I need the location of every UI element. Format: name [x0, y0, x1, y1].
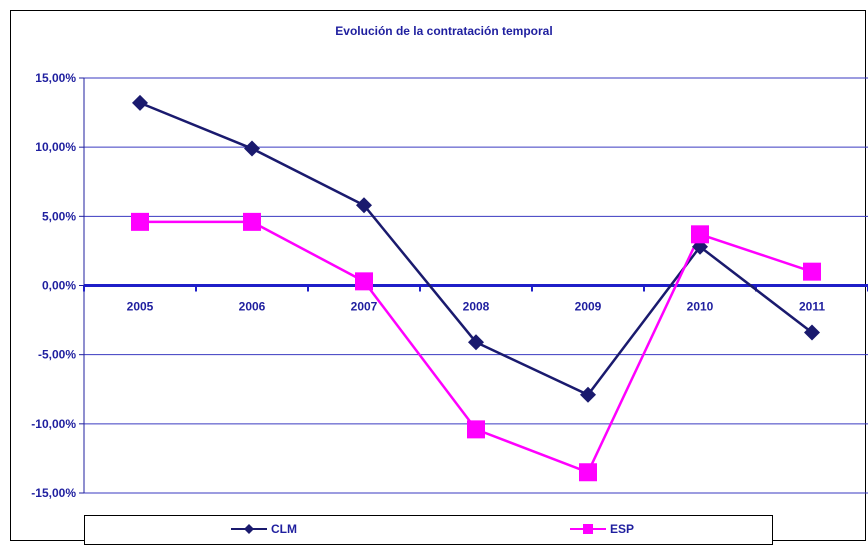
x-tick-label: 2006 [239, 300, 266, 314]
legend-label-clm: CLM [271, 522, 297, 536]
data-point-esp [579, 463, 597, 482]
legend-label-esp: ESP [610, 522, 635, 536]
y-tick-label: 10,00% [35, 140, 76, 154]
data-point-esp [467, 420, 485, 439]
series-markers [131, 94, 821, 482]
x-axis: 2005 2006 2007 2008 2009 2010 2011 [83, 284, 868, 314]
data-point-clm [804, 324, 820, 341]
y-tick-label: 0,00% [42, 279, 76, 293]
x-tick-label: 2011 [799, 300, 825, 314]
y-tick-label: 5,00% [42, 209, 76, 223]
y-tick-label: -10,00% [31, 417, 76, 431]
chart-frame [10, 10, 866, 541]
legend-swatch-esp [570, 524, 606, 534]
legend-item-esp: ESP [568, 522, 634, 536]
data-point-esp [691, 225, 709, 244]
series-lines [139, 101, 813, 474]
data-point-esp [355, 272, 373, 291]
y-tick-label: -15,00% [31, 486, 76, 500]
chart-title: Evolución de la contratación temporal [335, 24, 553, 38]
x-tick-label: 2009 [575, 300, 602, 314]
data-point-esp [131, 212, 149, 231]
y-axis: 15,00% 10,00% 5,00% 0,00% -5,00% -10,00% -15,0… [31, 71, 85, 500]
x-tick-label: 2005 [127, 300, 154, 314]
data-point-esp [803, 262, 821, 281]
x-tick-label: 2008 [463, 300, 490, 314]
data-point-clm [468, 334, 484, 351]
y-tick-label: 15,00% [35, 71, 76, 85]
data-point-clm [132, 94, 148, 111]
legend-swatch-clm [231, 524, 267, 534]
data-point-clm [244, 140, 260, 157]
y-tick-label: -5,00% [38, 348, 76, 362]
data-point-esp [243, 212, 261, 231]
data-point-clm [580, 386, 596, 403]
data-point-clm [356, 197, 372, 214]
legend: CLM ESP [84, 515, 773, 545]
legend-item-clm: CLM [229, 522, 297, 536]
x-tick-label: 2010 [687, 300, 714, 314]
x-tick-label: 2007 [351, 300, 378, 314]
